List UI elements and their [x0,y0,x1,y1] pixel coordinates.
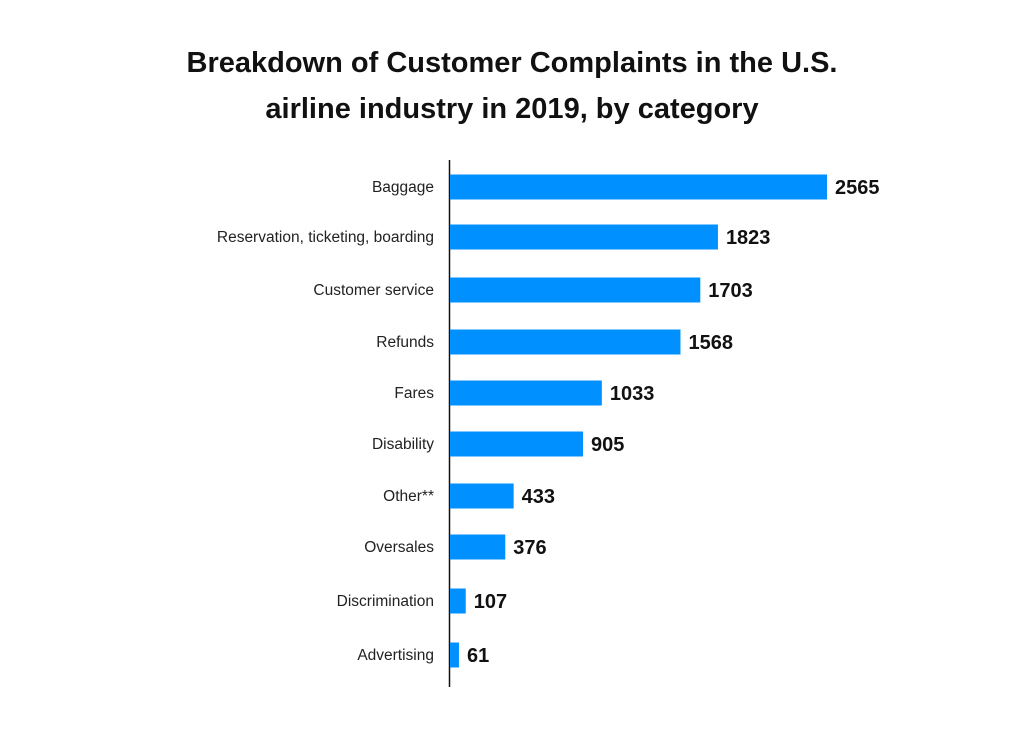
chart-title-line-1: Breakdown of Customer Complaints in the … [186,47,838,79]
category-label: Other** [383,488,434,505]
bar-3 [450,329,681,355]
bar-7 [450,534,506,560]
bar-6 [450,483,514,509]
bar-4 [450,380,602,406]
value-label: 905 [591,434,624,456]
category-label: Refunds [376,334,434,351]
value-label: 433 [522,486,555,508]
category-label: Advertising [357,647,434,664]
value-label: 376 [513,537,546,559]
value-label: 61 [467,645,489,667]
value-label: 1033 [610,383,655,405]
category-label: Baggage [372,179,434,196]
bar-5 [450,431,584,457]
category-label: Fares [394,385,434,402]
category-label: Discrimination [337,593,434,610]
value-label: 1568 [688,332,733,354]
bar-8 [450,588,466,614]
bar-0 [450,174,827,200]
value-label: 107 [474,591,507,613]
category-label: Oversales [364,539,434,556]
category-label: Disability [372,436,434,453]
value-label: 1703 [708,280,753,302]
bar-2 [450,277,701,303]
bar-1 [450,224,718,250]
value-label: 2565 [835,177,880,199]
chart-title: Breakdown of Customer Complaints in the … [0,40,1024,132]
chart-title-line-2: airline industry in 2019, by category [265,93,759,125]
category-label: Customer service [313,282,434,299]
category-label: Reservation, ticketing, boarding [217,229,434,246]
bar-9 [450,642,459,668]
value-label: 1823 [726,227,771,249]
